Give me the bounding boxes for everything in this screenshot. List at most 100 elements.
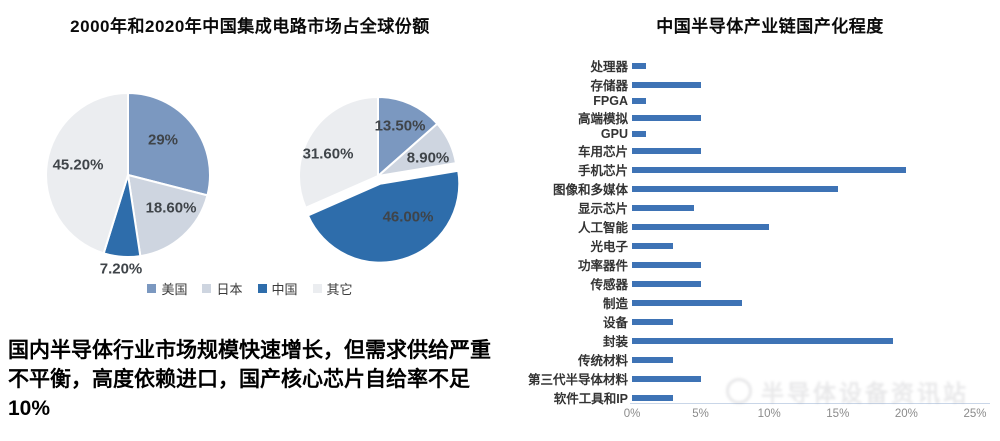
bar-row: 存储器 — [500, 75, 1000, 94]
pie-section-title: 2000年和2020年中国集成电路市场占全球份额 — [70, 17, 430, 36]
bar — [632, 81, 701, 88]
bar-row: FPGA — [500, 94, 1000, 108]
bar-row: 处理器 — [500, 56, 1000, 75]
legend-item-日本: 日本 — [202, 279, 243, 298]
bar — [632, 131, 646, 137]
legend-item-美国: 美国 — [147, 279, 187, 298]
pie-slice-美国 — [127, 92, 211, 197]
bar — [632, 299, 742, 306]
pie-slice-label: 29% — [147, 131, 179, 149]
pie-slice-label: 45.20% — [52, 156, 104, 174]
x-axis-line — [630, 403, 990, 404]
bar — [632, 223, 770, 230]
bar-track — [632, 369, 975, 388]
bar — [632, 356, 674, 363]
bar-track — [632, 179, 975, 198]
x-axis-tick-label: 20% — [894, 408, 918, 420]
pie-slice-其它 — [45, 92, 129, 255]
bar-track — [632, 255, 975, 274]
bar-row: 传感器 — [500, 274, 1000, 293]
pie-slice-label: 46.00% — [382, 208, 434, 226]
bar-row: 传统材料 — [500, 350, 1000, 369]
bar-row: 制造 — [500, 293, 1000, 312]
bar-category-label: 显示芯片 — [577, 202, 628, 216]
summary-note-line: 国内半导体行业市场规模快速增长，但需求供给严重 — [8, 339, 491, 362]
bar — [632, 185, 838, 192]
bar-row: 人工智能 — [500, 217, 1000, 236]
bar-track — [632, 236, 975, 255]
legend-label: 中国 — [271, 282, 298, 297]
pie-slice-中国 — [306, 169, 461, 264]
bar-track — [632, 75, 975, 94]
bar — [632, 394, 674, 401]
bar-category-label: 封装 — [602, 335, 628, 349]
bar-row: 封装 — [500, 331, 1000, 350]
bar-category-label: 高端模拟 — [577, 112, 628, 126]
bar-track — [632, 293, 975, 312]
pie-slice-label: 7.20% — [99, 260, 143, 278]
bar-track — [632, 388, 975, 407]
legend-item-中国: 中国 — [257, 279, 298, 298]
legend-swatch — [312, 284, 322, 293]
pie-slice-label: 31.60% — [302, 145, 354, 163]
bar-category-label: 传统材料 — [577, 354, 628, 368]
bar-track — [632, 217, 975, 236]
legend-item-其它: 其它 — [312, 279, 353, 298]
bar-category-label: 第三代半导体材料 — [527, 373, 628, 387]
pie-slice-日本 — [127, 174, 209, 258]
pie-slice-美国 — [377, 96, 439, 177]
x-axis-tick-label: 10% — [757, 408, 781, 420]
bar-row: 图像和多媒体 — [500, 179, 1000, 198]
legend-label: 美国 — [161, 282, 188, 297]
bar-row: 车用芯片 — [500, 141, 1000, 160]
bar-track — [632, 108, 975, 127]
bar — [632, 280, 701, 287]
bar-category-label: FPGA — [593, 94, 628, 108]
bar-track — [632, 141, 975, 160]
summary-note-line: 不平衡，高度依赖进口，国产核心芯片自给率不足10% — [8, 368, 470, 420]
bar-track — [632, 350, 975, 369]
bar-row: GPU — [500, 127, 1000, 141]
x-axis-tick-label: 15% — [826, 408, 850, 420]
bar-chart-plot-area: 处理器存储器 FPGA 高端模拟 GPU 车用芯片手机芯片 图像和多媒体显示芯片人工智能光… — [500, 56, 1000, 406]
bar-category-label: 制造 — [602, 297, 628, 311]
legend-label: 其它 — [326, 282, 353, 297]
bar-row: 软件工具和IP — [500, 388, 1000, 407]
bar-category-label: 设备 — [602, 316, 628, 330]
bar — [632, 166, 907, 173]
bar-category-label: 软件工具和IP — [553, 392, 628, 406]
bar-track — [632, 274, 975, 293]
bar-category-label: GPU — [600, 127, 628, 141]
bar — [632, 147, 701, 154]
bar-row: 光电子 — [500, 236, 1000, 255]
bar-track — [632, 331, 975, 350]
x-axis-tick-label: 25% — [963, 408, 987, 420]
bar-track — [632, 160, 975, 179]
bar-category-label: 存储器 — [590, 79, 628, 93]
pie-slice-label: 8.90% — [406, 149, 450, 167]
bar-row: 显示芯片 — [500, 198, 1000, 217]
bar-category-label: 功率器件 — [577, 259, 628, 273]
bar-track — [632, 127, 975, 141]
bar — [632, 375, 701, 382]
pie-chart-2020: 13.50% 8.90% 46.00% 31.60% — [283, 81, 473, 271]
x-axis: 0% 5% 10% 15% 20% 25% — [624, 403, 990, 425]
legend-swatch — [147, 284, 157, 293]
bar-track — [632, 94, 975, 108]
bar-track — [632, 56, 975, 75]
bar-category-label: 手机芯片 — [577, 164, 628, 178]
pie-svg — [298, 96, 461, 264]
bar — [632, 114, 701, 121]
bar-chart-title: 中国半导体产业链国产化程度 — [656, 17, 884, 36]
bar — [632, 261, 701, 268]
bar-row: 设备 — [500, 312, 1000, 331]
pie-slice-其它 — [298, 96, 379, 209]
bar — [632, 204, 694, 211]
bar-track — [632, 312, 975, 331]
pie-legend: 美国 日本 中国 其它 — [20, 279, 480, 298]
summary-note: 国内半导体行业市场规模快速增长，但需求供给严重 不平衡，高度依赖进口，国产核心芯… — [8, 336, 500, 423]
pie-svg — [45, 92, 211, 258]
bar-category-label: 人工智能 — [577, 221, 628, 235]
bar-category-label: 处理器 — [590, 60, 628, 74]
